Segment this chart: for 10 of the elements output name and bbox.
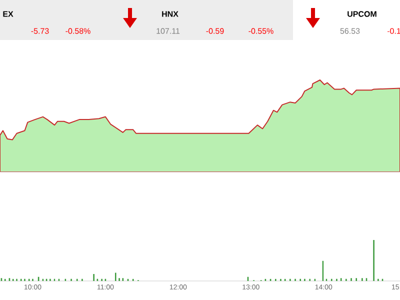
text: 107.11	[156, 28, 180, 34]
text: UPCOM	[348, 11, 376, 17]
text: EX	[3, 11, 14, 17]
text: -0.58%	[66, 28, 90, 34]
text: -0.59	[206, 28, 224, 34]
text: -5.73	[31, 28, 49, 34]
text: 56.53	[340, 28, 360, 34]
text: -0.1	[387, 28, 400, 34]
text: HNX	[162, 11, 178, 17]
text: -0.55%	[248, 28, 274, 34]
